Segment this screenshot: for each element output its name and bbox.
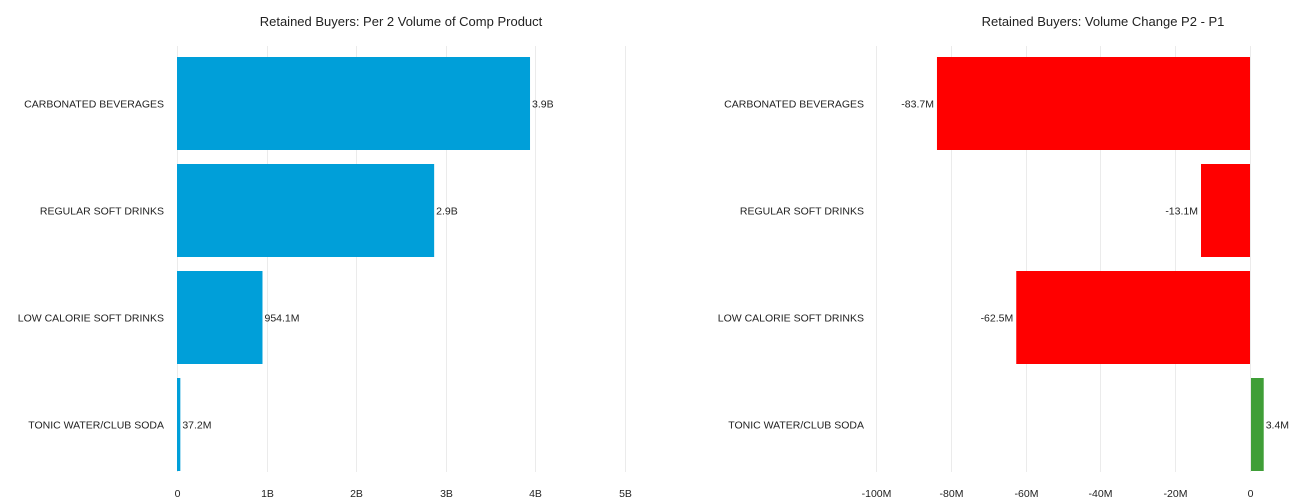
bar: [1251, 378, 1264, 471]
x-tick-label: 4B: [529, 488, 542, 500]
category-label: TONIC WATER/CLUB SODA: [728, 420, 864, 432]
category-label: REGULAR SOFT DRINKS: [740, 206, 864, 218]
chart-title: Retained Buyers: Per 2 Volume of Comp Pr…: [259, 14, 543, 29]
per2-volume-chart: Retained Buyers: Per 2 Volume of Comp Pr…: [18, 14, 632, 500]
bar: [1201, 164, 1250, 257]
data-label: -62.5M: [981, 313, 1014, 325]
x-tick-label: -100M: [862, 488, 892, 500]
x-tick-label: 5B: [619, 488, 632, 500]
per2-volume-plot: 0 1B 2B 3B 4B 5B CARBONATED BEVERAGES 3.9B REGUL…: [18, 46, 632, 500]
category-label: LOW CALORIE SOFT DRINKS: [718, 313, 864, 325]
category-label: CARBONATED BEVERAGES: [24, 99, 164, 111]
x-tick-label: 2B: [350, 488, 363, 500]
category-label: CARBONATED BEVERAGES: [724, 99, 864, 111]
x-tick-label: 0: [175, 488, 181, 500]
bar: [177, 164, 435, 257]
data-label: 3.9B: [532, 99, 554, 111]
x-tick-label: 0: [1248, 488, 1254, 500]
x-tick-label: 3B: [440, 488, 453, 500]
category-label: REGULAR SOFT DRINKS: [40, 206, 164, 218]
data-label: -83.7M: [901, 99, 934, 111]
bar: [177, 378, 181, 471]
data-label: -13.1M: [1165, 206, 1198, 218]
bar: [1016, 271, 1250, 364]
x-tick-label: -60M: [1015, 488, 1039, 500]
data-label: 954.1M: [264, 313, 299, 325]
bar: [936, 57, 1250, 150]
x-tick-label: -80M: [940, 488, 964, 500]
category-label: LOW CALORIE SOFT DRINKS: [18, 313, 164, 325]
category-label: TONIC WATER/CLUB SODA: [28, 420, 164, 432]
x-tick-label: -20M: [1164, 488, 1188, 500]
data-label: 37.2M: [182, 420, 211, 432]
bar: [177, 271, 263, 364]
x-tick-label: 1B: [261, 488, 274, 500]
data-label: 3.4M: [1266, 420, 1289, 432]
chart-title: Retained Buyers: Volume Change P2 - P1: [981, 14, 1225, 29]
data-label: 2.9B: [436, 206, 458, 218]
bar: [177, 57, 531, 150]
x-tick-label: -40M: [1089, 488, 1113, 500]
